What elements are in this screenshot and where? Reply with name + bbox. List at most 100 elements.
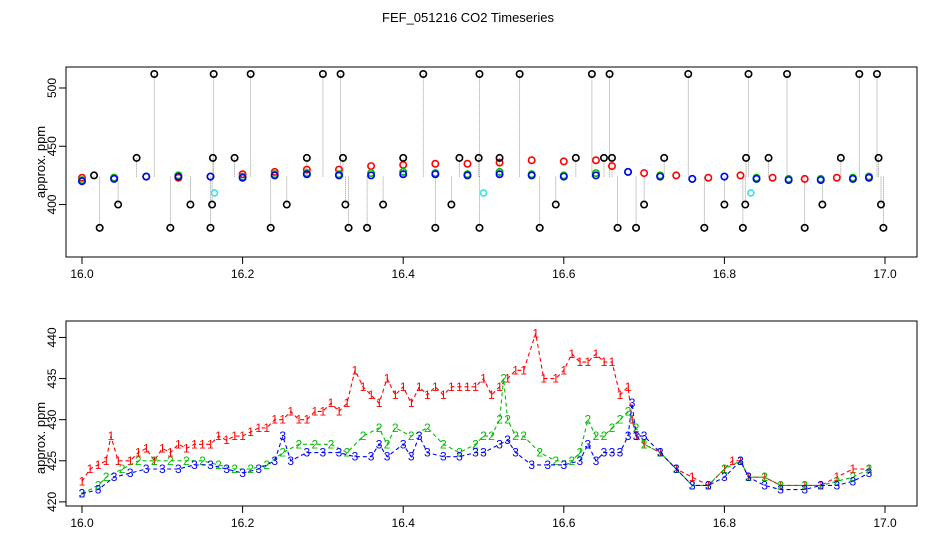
point-label-series-1: 1 [585,355,592,369]
point-label-series-2: 2 [392,421,399,435]
point-label-series-1: 1 [729,454,736,468]
point-series-outliers [660,153,669,162]
point-series-outliers [336,69,345,78]
point-series-1 [832,173,841,182]
point-series-outliers [551,200,560,209]
point-series-outliers [800,223,809,232]
top-x-tick-label: 16.0 [70,267,94,281]
point-series-outliers [208,200,217,209]
point-label-series-2: 2 [609,421,616,435]
point-label-series-3: 3 [111,470,118,484]
bottom-data-marks: 11 1 111 11 111 11 1 1 1 11 1 1 1 1 1 11 111 11 1111111111… [79,326,873,500]
point-series-outliers [95,223,104,232]
top-y-tick-label: 500 [45,78,59,98]
point-label-series-3: 3 [271,454,278,468]
point-label-series-1: 1 [199,437,206,451]
point-series-outliers [399,153,408,162]
point-series-outliers [302,153,311,162]
point-series-1 [367,162,376,171]
point-series-3 [142,172,151,181]
point-label-series-3: 3 [577,454,584,468]
top-x-tick-label: 16.6 [552,267,576,281]
point-label-series-3: 3 [560,458,567,472]
point-series-3 [302,170,311,179]
point-series-3 [559,172,568,181]
bottom-y-axis-label: approx. ppm [33,402,48,474]
point-label-series-1: 1 [456,380,463,394]
point-series-outliers [684,69,693,78]
point-label-series-1: 1 [384,372,391,386]
point-label-series-3: 3 [287,454,294,468]
point-series-outliers [206,223,215,232]
top-x-tick-label: 16.4 [392,267,416,281]
point-series-outliers [874,153,883,162]
point-label-series-1: 1 [159,441,166,455]
series-line-1 [81,333,869,487]
series-line-3 [81,403,870,495]
point-series-outliers [431,223,440,232]
point-label-series-1: 1 [488,388,495,402]
point-label-series-2: 2 [480,429,487,443]
point-label-series-2: 2 [295,437,302,451]
point-series-1 [672,171,681,180]
point-series-1 [463,159,472,168]
point-label-series-1: 1 [183,441,190,455]
point-label-series-1: 1 [239,429,246,443]
point-label-series-2: 2 [215,458,222,472]
point-series-3 [334,171,343,180]
point-label-series-3: 3 [625,429,632,443]
point-label-series-3: 3 [617,446,624,460]
point-label-series-2: 2 [328,437,335,451]
point-label-series-2: 2 [456,446,463,460]
point-label-series-1: 1 [143,441,150,455]
point-series-outliers [738,223,747,232]
point-label-series-3: 3 [127,466,134,480]
point-label-series-2: 2 [279,446,286,460]
point-label-series-2: 2 [263,458,270,472]
point-series-outliers [338,153,347,162]
point-label-series-1: 1 [601,355,608,369]
point-series-flags [479,189,488,197]
point-label-series-2: 2 [761,470,768,484]
point-series-outliers [209,69,218,78]
point-label-series-1: 1 [87,462,94,476]
point-series-outliers [613,223,622,232]
point-label-series-2: 2 [721,462,728,476]
point-series-3 [270,171,279,180]
point-label-series-1: 1 [625,380,632,394]
point-label-series-2: 2 [817,478,824,492]
point-series-1 [527,156,536,165]
point-label-series-3: 3 [400,437,407,451]
point-series-3 [624,167,633,176]
point-label-series-3: 3 [175,462,182,476]
point-label-series-2: 2 [496,413,503,427]
point-label-series-1: 1 [440,388,447,402]
point-label-series-1: 1 [472,380,479,394]
point-series-outliers [246,69,255,78]
point-label-series-1: 1 [504,372,511,386]
point-label-series-2: 2 [231,462,238,476]
point-series-3 [431,170,440,179]
point-series-outliers [150,69,159,78]
point-label-series-3: 3 [657,446,664,460]
bottom-x-tick-label: 16.4 [392,516,416,530]
top-x-tick-label: 16.8 [713,267,737,281]
top-plot-frame [65,66,918,258]
point-series-outliers [455,153,464,162]
point-label-series-3: 3 [544,458,551,472]
point-label-series-1: 1 [135,446,142,460]
point-series-3 [367,171,376,180]
point-label-series-1: 1 [689,470,696,484]
point-series-3 [399,170,408,179]
bottom-x-tick-label: 16.0 [70,516,94,530]
point-label-series-1: 1 [568,347,575,361]
point-label-series-2: 2 [504,413,511,427]
point-series-outliers [640,200,649,209]
point-label-series-1: 1 [352,363,359,377]
point-label-series-2: 2 [408,429,415,443]
point-label-series-3: 3 [721,470,728,484]
point-series-outliers [836,153,845,162]
bottom-y-tick-label: 435 [45,368,59,388]
point-label-series-3: 3 [512,446,519,460]
point-label-series-3: 3 [143,462,150,476]
